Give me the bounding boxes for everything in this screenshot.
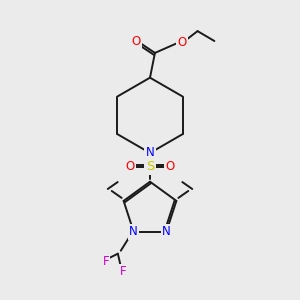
Text: F: F <box>103 255 109 268</box>
Text: F: F <box>119 265 126 278</box>
Text: O: O <box>126 160 135 173</box>
Text: S: S <box>146 160 154 173</box>
Text: N: N <box>129 225 138 239</box>
Text: O: O <box>131 34 141 47</box>
Text: O: O <box>177 37 186 50</box>
Text: O: O <box>165 160 174 173</box>
Text: N: N <box>162 225 171 239</box>
Text: N: N <box>146 146 154 160</box>
